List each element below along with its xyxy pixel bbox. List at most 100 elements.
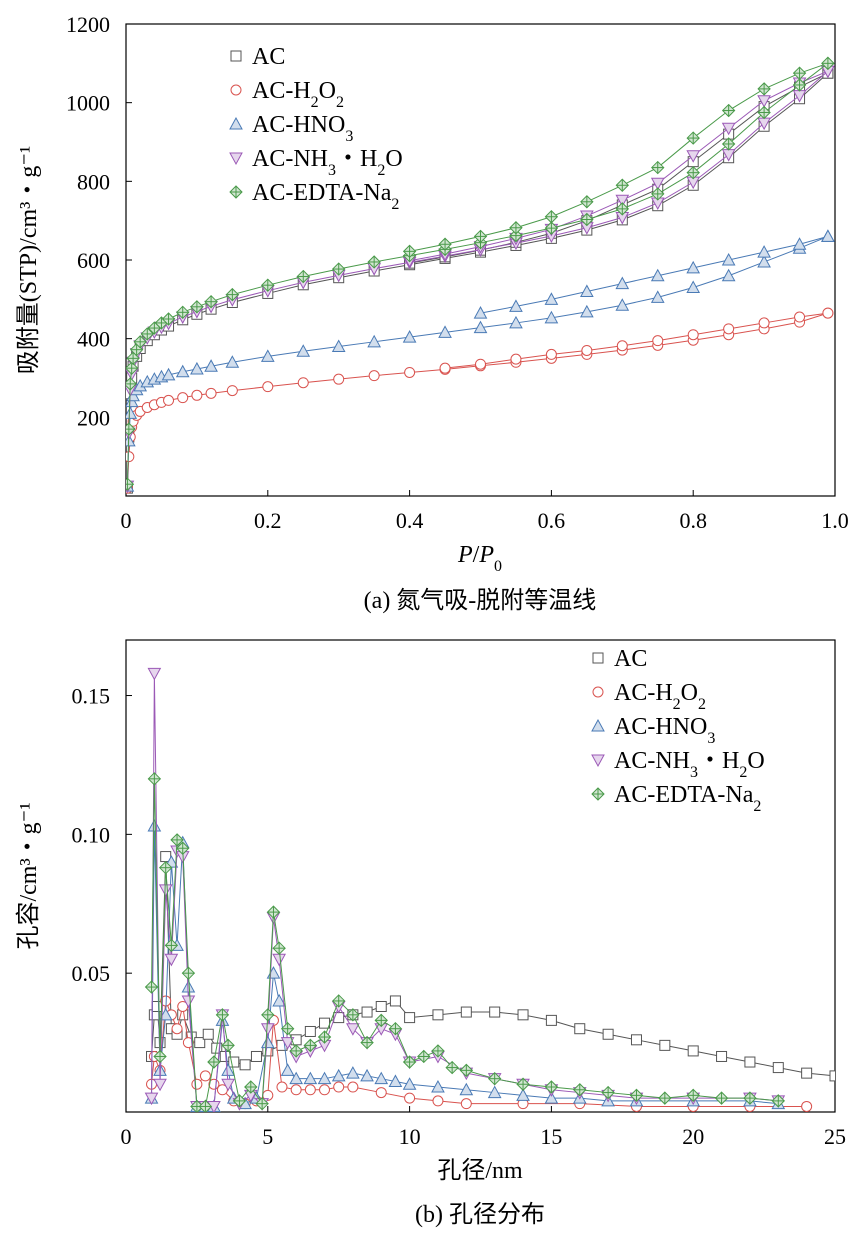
- data-point: [473, 229, 488, 244]
- legend-label: AC-HNO3: [252, 112, 353, 145]
- data-point: [510, 353, 522, 365]
- data-point: [204, 294, 218, 309]
- data-point: [460, 1098, 472, 1110]
- data-point: [198, 1099, 213, 1112]
- data-point: [651, 187, 665, 201]
- data-point: [296, 269, 310, 284]
- data-point: [126, 406, 138, 419]
- data-point: [181, 966, 196, 980]
- data-point: [333, 1012, 345, 1024]
- data-point: [331, 1068, 346, 1082]
- data-point: [580, 284, 594, 297]
- data-point: [658, 1091, 672, 1105]
- data-point: [297, 377, 309, 389]
- data-point: [289, 1044, 303, 1058]
- data-point: [601, 1085, 615, 1100]
- data-point: [319, 1084, 331, 1096]
- data-point: [164, 938, 179, 953]
- data-point: [580, 304, 594, 318]
- data-point: [190, 361, 204, 375]
- data-point: [161, 367, 176, 381]
- data-point: [402, 1055, 417, 1069]
- data-point: [650, 177, 665, 191]
- data-point: [244, 1080, 258, 1094]
- data-point: [181, 995, 196, 1008]
- data-point: [289, 1071, 304, 1085]
- data-point: [304, 1025, 316, 1037]
- data-point: [630, 1034, 642, 1046]
- data-point: [743, 1091, 757, 1105]
- data-point: [758, 317, 770, 329]
- data-point: [255, 1096, 269, 1111]
- x-tick-label: 0.2: [254, 508, 282, 533]
- data-point: [153, 1078, 167, 1092]
- data-point: [331, 262, 346, 276]
- data-point: [367, 255, 381, 269]
- data-point: [829, 1070, 835, 1082]
- legend-marker: [591, 754, 605, 768]
- data-point: [276, 1081, 288, 1093]
- series-ac-hno3: [126, 229, 835, 492]
- data-point: [721, 252, 736, 266]
- data-point: [226, 385, 238, 397]
- y-tick-label: 1200: [66, 12, 110, 37]
- data-point: [175, 364, 190, 378]
- data-point: [615, 276, 630, 290]
- data-point: [615, 178, 630, 192]
- data-point: [475, 358, 486, 370]
- y-tick-label: 0.05: [72, 961, 111, 986]
- data-point: [686, 280, 701, 294]
- x-axis-label: P/P0: [457, 542, 502, 575]
- legend-label: AC-NH3・H2O: [252, 146, 403, 179]
- y-axis-label: 孔容/cm³・g⁻¹: [15, 802, 42, 949]
- data-point: [331, 994, 346, 1008]
- x-tick-label: 15: [540, 1124, 562, 1149]
- data-point: [331, 339, 346, 353]
- data-point: [333, 373, 345, 385]
- series-ac-edta-na2: [126, 56, 835, 491]
- data-point: [616, 340, 628, 352]
- data-point: [404, 1012, 416, 1024]
- x-axis-label: 孔径/nm: [437, 1157, 523, 1184]
- data-point: [153, 1049, 167, 1064]
- data-point: [650, 290, 665, 303]
- data-point: [517, 1009, 529, 1021]
- data-point: [438, 237, 452, 251]
- data-point: [744, 1056, 756, 1068]
- data-point: [615, 194, 630, 208]
- data-point: [544, 1080, 559, 1094]
- data-point: [794, 311, 806, 323]
- data-point: [225, 287, 240, 302]
- data-point: [629, 1088, 644, 1103]
- y-tick-label: 0.10: [72, 822, 111, 847]
- data-point: [126, 422, 136, 436]
- data-point: [431, 1044, 445, 1058]
- data-point: [473, 306, 488, 319]
- data-point: [388, 1021, 403, 1036]
- data-point: [721, 103, 736, 118]
- data-point: [581, 344, 593, 356]
- data-point: [280, 1063, 295, 1076]
- data-point: [757, 82, 771, 96]
- data-point: [602, 1028, 614, 1040]
- data-point: [221, 1038, 235, 1053]
- data-point: [368, 370, 380, 382]
- legend-label: AC-EDTA-Na2: [252, 180, 399, 213]
- chart-pore-distribution: 0 5 10 15 20 250.050.100.15ACAC-H2O2AC-HNO3AC…: [15, 639, 846, 1228]
- data-point: [652, 335, 664, 347]
- data-point: [140, 327, 154, 341]
- data-point: [147, 772, 162, 786]
- data-point: [290, 1084, 302, 1096]
- y-tick-label: 200: [77, 405, 110, 430]
- data-point: [544, 310, 559, 324]
- data-point: [686, 165, 700, 180]
- data-point: [431, 1079, 445, 1093]
- data-point: [650, 268, 665, 282]
- data-point: [801, 1100, 813, 1112]
- data-point: [721, 137, 736, 151]
- data-point: [509, 315, 523, 329]
- data-point: [374, 1013, 388, 1028]
- data-point: [164, 953, 179, 967]
- data-point: [757, 254, 771, 268]
